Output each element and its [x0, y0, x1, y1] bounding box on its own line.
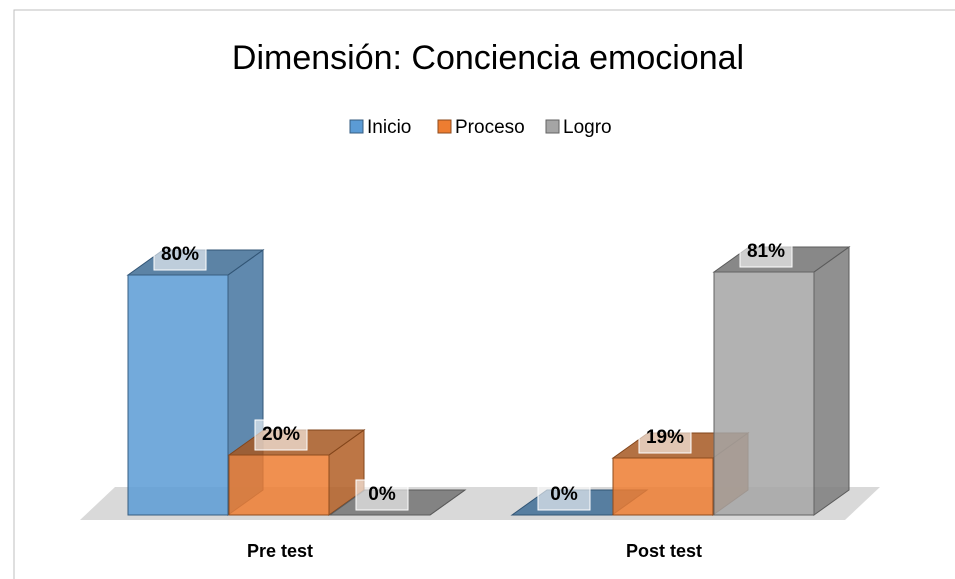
- x-tick-label: Post test: [626, 541, 702, 561]
- chart-border: [13, 9, 955, 579]
- x-tick-label: Pre test: [247, 541, 313, 561]
- data-label-box: [638, 422, 692, 454]
- bar: [713, 271, 815, 516]
- legend-swatch: [349, 119, 364, 134]
- legend-label: Proceso: [455, 117, 525, 138]
- legend-label: Logro: [563, 117, 612, 138]
- data-label: 19%: [646, 427, 684, 448]
- data-label: 80%: [161, 244, 199, 265]
- data-label-box: [739, 236, 793, 268]
- data-label: 0%: [368, 484, 396, 505]
- data-label: 20%: [262, 424, 300, 445]
- legend-label: Inicio: [367, 117, 411, 138]
- bar: [127, 274, 229, 516]
- chart-title: Dimensión: Conciencia emocional: [232, 39, 744, 77]
- data-label-box: [537, 479, 591, 511]
- data-label-box: [355, 479, 409, 511]
- bar: [612, 457, 714, 516]
- data-label: 81%: [747, 241, 785, 262]
- legend-swatch: [545, 119, 560, 134]
- data-label: 0%: [550, 484, 578, 505]
- legend-swatch: [437, 119, 452, 134]
- data-label-box: [153, 239, 207, 271]
- bar-side: [813, 246, 850, 516]
- data-label-box: [254, 419, 308, 451]
- bar: [228, 454, 330, 516]
